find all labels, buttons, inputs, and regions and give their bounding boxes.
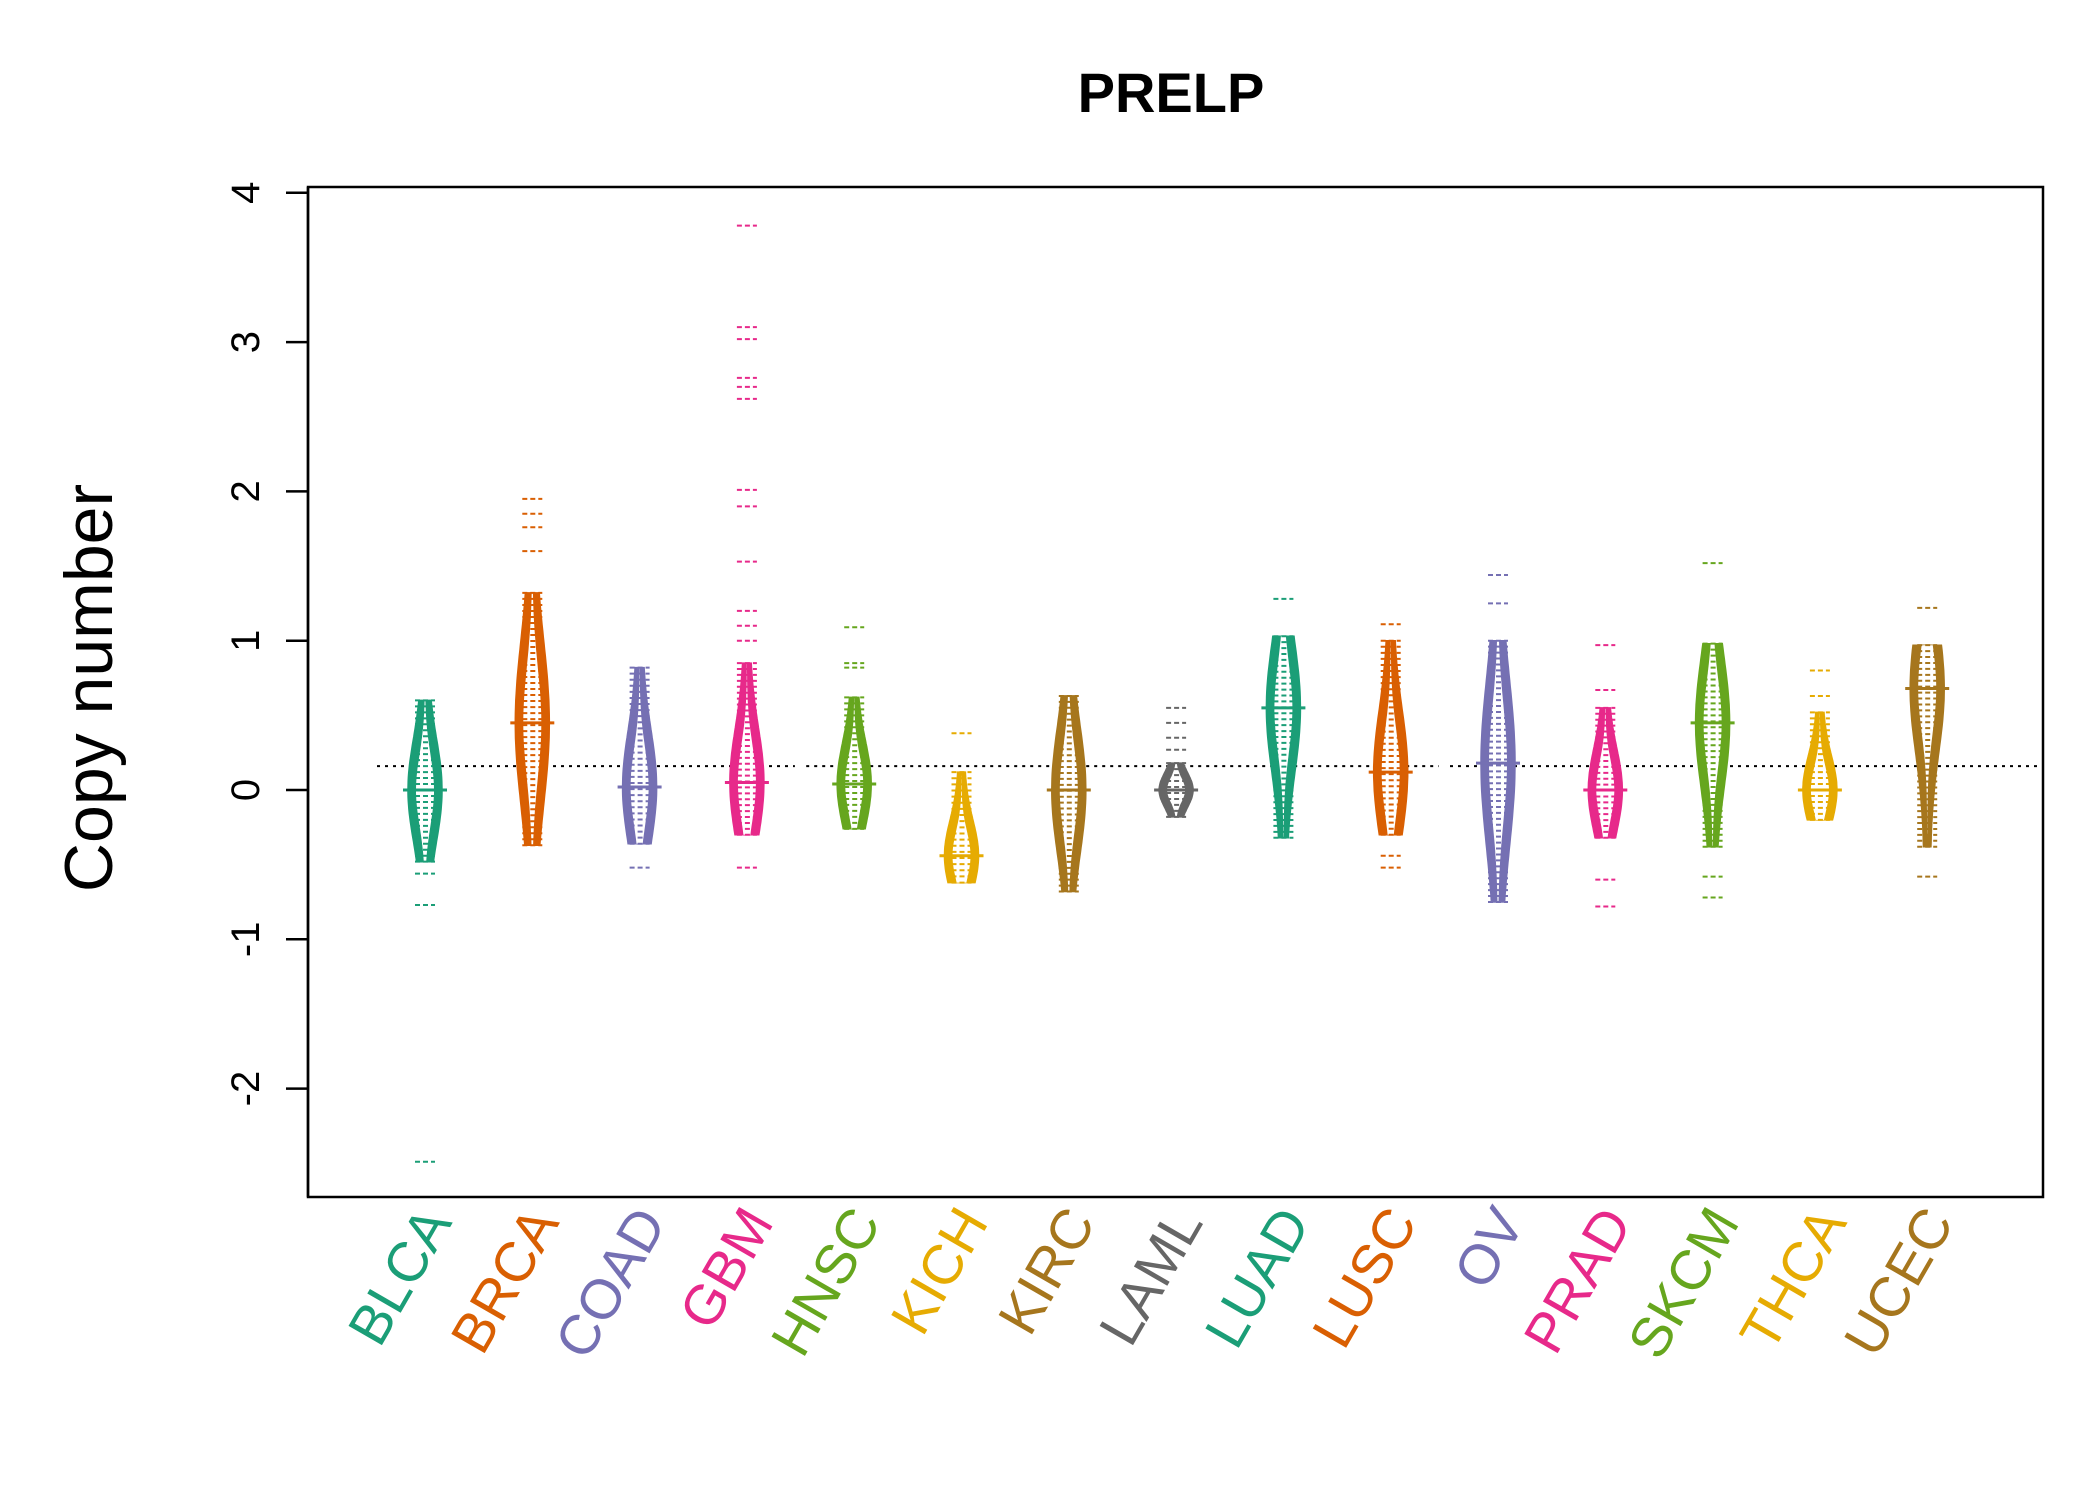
bean-ov [1476,574,1520,903]
bean-brca [510,497,555,847]
bean-hnsc [832,626,877,830]
bean-gbm [724,224,769,869]
bean-inner [416,700,434,862]
bean-kich [939,732,984,884]
bean-coad [617,666,662,869]
bean-blca [403,699,447,1163]
bean-inner [737,663,756,835]
bean-prad [1583,644,1628,908]
x-category-label: OV [1441,1196,1536,1298]
y-tick-label: 1 [224,630,268,652]
y-axis-ticks: -2 -1 0 1 2 3 4 [224,182,308,1107]
y-tick-label: 0 [224,779,268,801]
x-category-label: KICH [878,1197,999,1344]
y-tick-label: 3 [224,331,268,353]
bean-ucec [1905,606,1950,878]
y-axis-label: Copy number [51,484,127,892]
x-category-label: LAML [1087,1197,1215,1355]
beans [403,224,1950,1163]
bean-kirc [1046,694,1091,893]
bean-lusc [1368,623,1413,869]
bean-inner [630,667,649,844]
x-category-label: UCEC [1832,1197,1966,1366]
y-tick-label: -2 [224,1071,268,1107]
bean-thca [1797,669,1842,821]
bean-laml [1154,706,1199,818]
bean-inner [1059,695,1078,892]
bean-skcm [1690,562,1735,899]
y-tick-label: -1 [224,922,268,958]
bean-luad [1261,597,1306,839]
y-tick-label: 4 [224,182,268,204]
x-category-label: SKCM [1615,1197,1750,1369]
x-category-label: LUSC [1300,1197,1429,1358]
x-category-label: HNSC [759,1197,893,1366]
y-tick-label: 2 [224,480,268,502]
x-category-label: COAD [542,1197,677,1369]
x-category-label: LUAD [1192,1197,1321,1358]
plot-frame [306,185,2045,1199]
chart-title: PRELP [1078,61,1265,124]
